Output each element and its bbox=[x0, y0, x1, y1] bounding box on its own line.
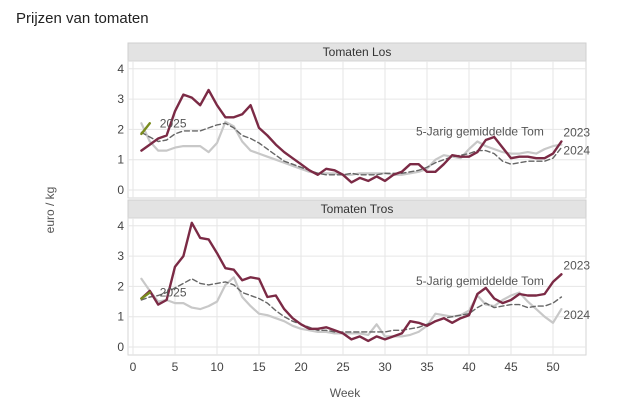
series-line-s2025 bbox=[140, 122, 152, 136]
x-tick-label: 50 bbox=[546, 360, 560, 374]
y-axis-label: euro / kg bbox=[43, 187, 57, 234]
x-tick-label: 45 bbox=[504, 360, 518, 374]
series-line-avg bbox=[140, 122, 563, 176]
y-tick-label: 3 bbox=[117, 92, 124, 106]
x-tick-label: 5 bbox=[172, 360, 179, 374]
x-tick-label: 15 bbox=[252, 360, 266, 374]
panel-title: Tomaten Los bbox=[323, 45, 392, 59]
chart-title: Prijzen van tomaten bbox=[16, 10, 149, 27]
series-label-2024: 2024 bbox=[563, 144, 590, 158]
y-tick-label: 4 bbox=[117, 219, 124, 233]
y-tick-label: 4 bbox=[117, 62, 124, 76]
series-label-avg: 5-Jarig gemiddelde Tom bbox=[416, 274, 544, 288]
x-tick-label: 10 bbox=[210, 360, 224, 374]
series-label-2023: 2023 bbox=[563, 258, 590, 272]
series-label-2024: 2024 bbox=[563, 308, 590, 322]
x-tick-label: 30 bbox=[378, 360, 392, 374]
y-tick-label: 1 bbox=[117, 153, 124, 167]
y-tick-label: 1 bbox=[117, 310, 124, 324]
series-label-2025: 2025 bbox=[160, 285, 187, 299]
panel-title: Tomaten Tros bbox=[321, 202, 394, 216]
series-line-s2024 bbox=[140, 120, 563, 176]
x-tick-label: 20 bbox=[294, 360, 308, 374]
y-tick-label: 3 bbox=[117, 249, 124, 263]
series-line-s2025 bbox=[140, 291, 152, 300]
series-line-avg bbox=[140, 278, 563, 333]
y-tick-label: 2 bbox=[117, 122, 124, 136]
series-line-s2023 bbox=[140, 221, 563, 343]
x-tick-label: 25 bbox=[336, 360, 350, 374]
series-label-2025: 2025 bbox=[160, 116, 187, 130]
series-label-avg: 5-Jarig gemiddelde Tom bbox=[416, 125, 544, 139]
y-tick-label: 0 bbox=[117, 183, 124, 197]
series-line-s2023 bbox=[140, 88, 563, 184]
x-tick-label: 35 bbox=[420, 360, 434, 374]
y-tick-label: 2 bbox=[117, 279, 124, 293]
x-tick-label: 40 bbox=[462, 360, 476, 374]
x-tick-label: 0 bbox=[130, 360, 137, 374]
x-axis-label: Week bbox=[330, 386, 361, 400]
series-label-2023: 2023 bbox=[563, 126, 590, 140]
y-tick-label: 0 bbox=[117, 340, 124, 354]
